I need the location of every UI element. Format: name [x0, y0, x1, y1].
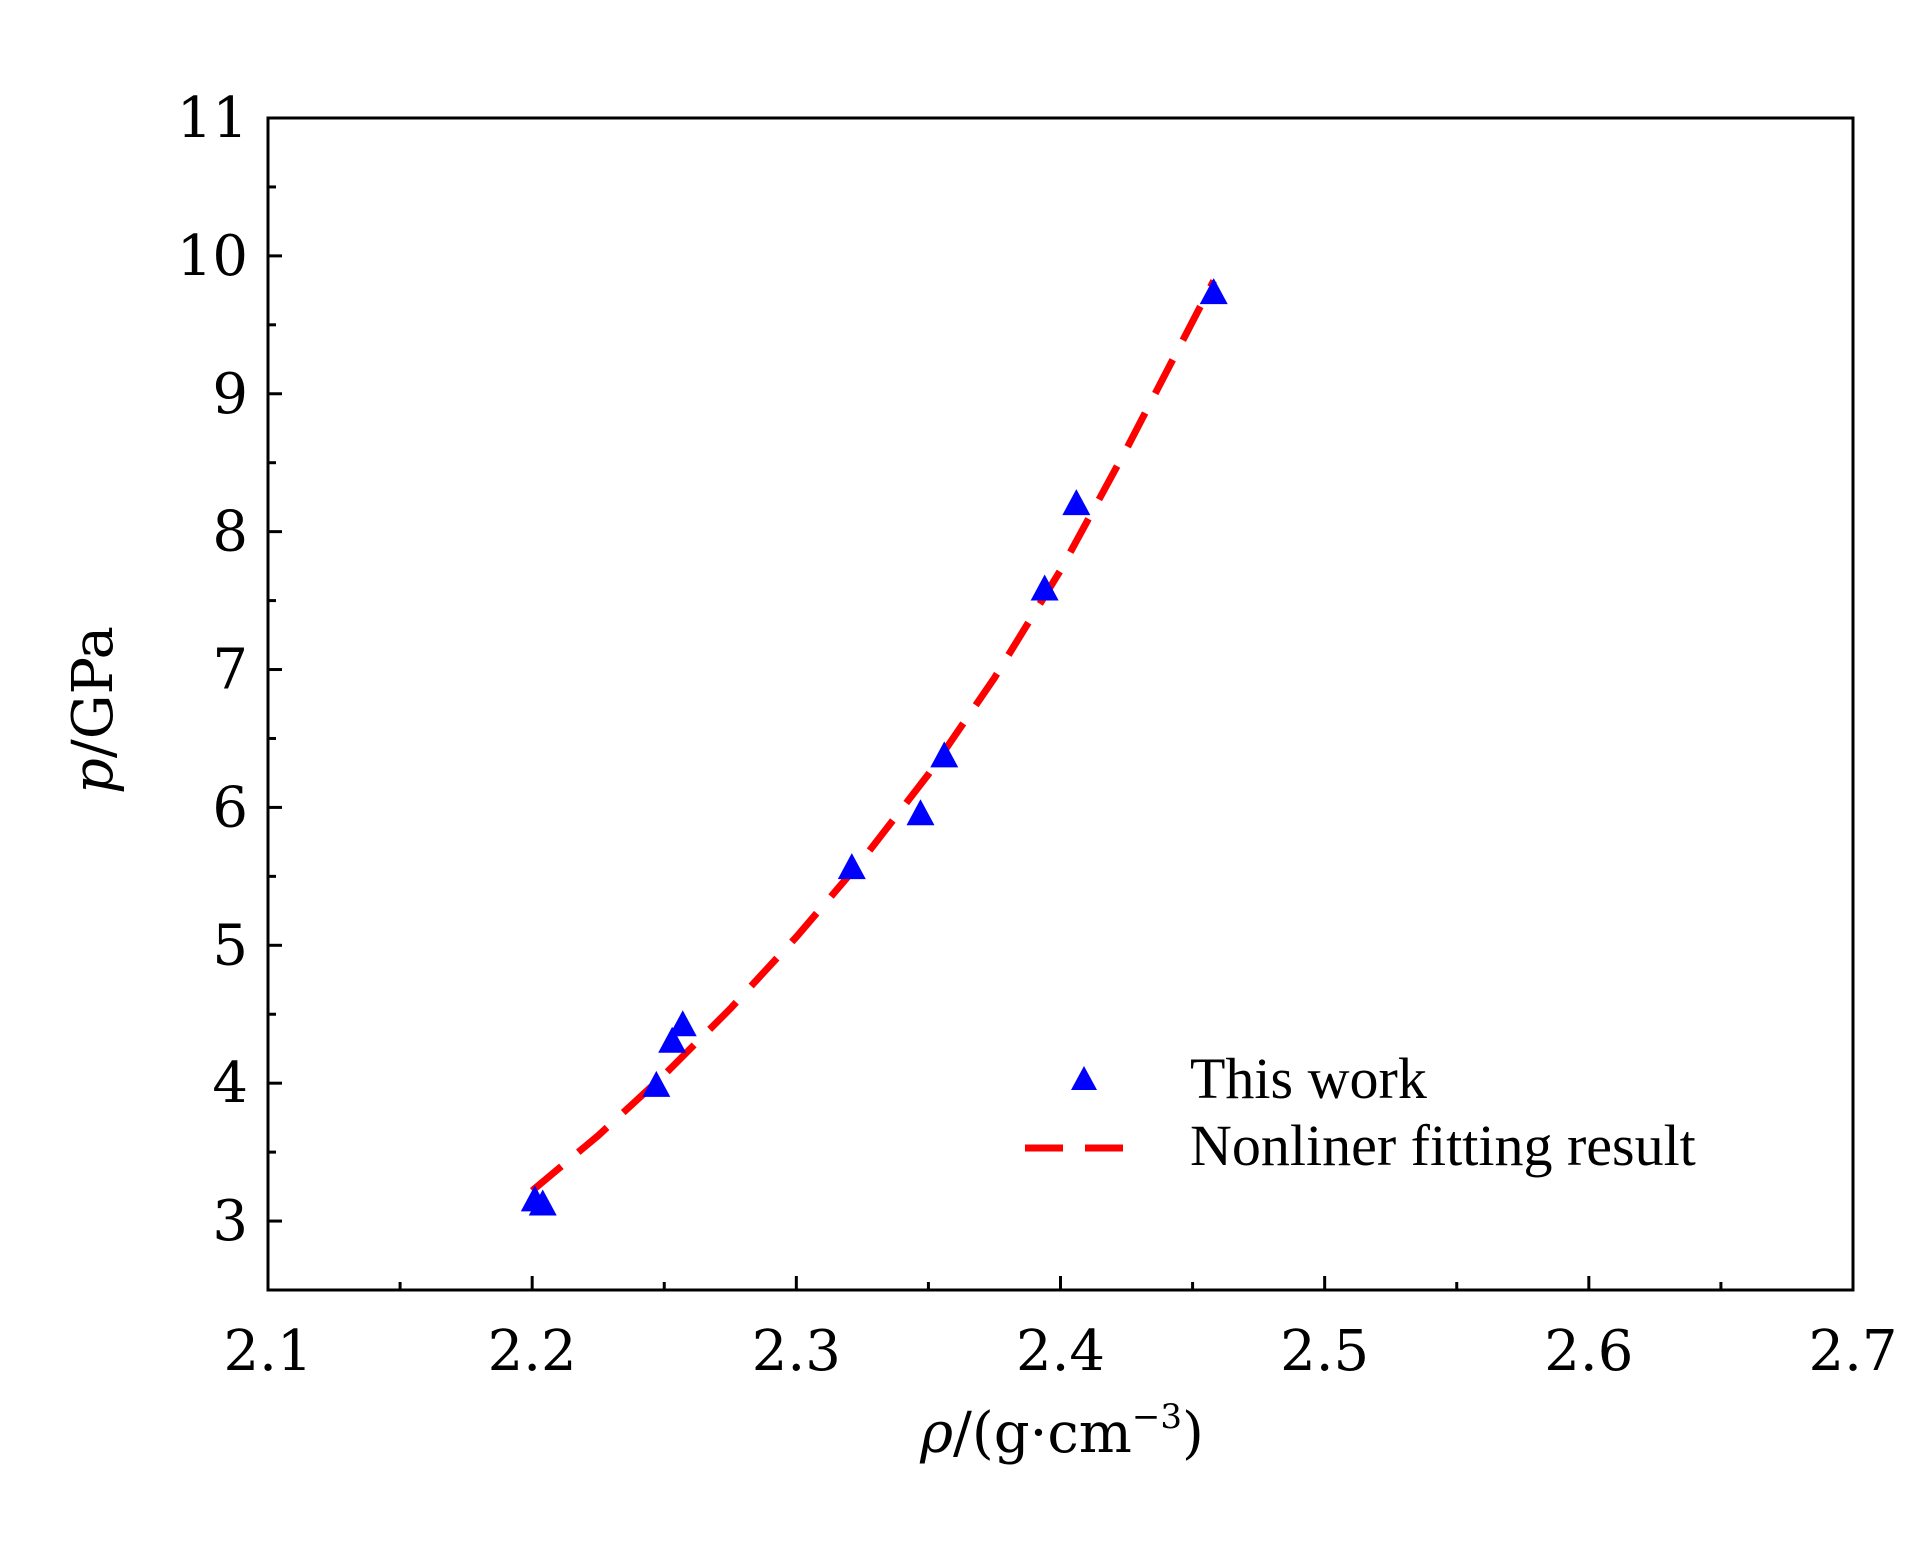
x-tick-label: 2.5 [1280, 1319, 1369, 1384]
y-tick-label: 10 [177, 224, 248, 289]
data-point [1030, 574, 1059, 601]
data-marks [520, 278, 1228, 1216]
data-point [1062, 489, 1091, 516]
x-tick-label: 2.6 [1544, 1319, 1633, 1384]
data-point [837, 853, 866, 880]
y-axis-symbol: p [61, 758, 126, 794]
y-axis-unit: /GPa [61, 626, 126, 758]
x-axis-title: ρ/(g·cm−3) [919, 1397, 1204, 1466]
x-axis-unit-mid: cm [1047, 1401, 1131, 1466]
x-axis-unit-dot: · [1030, 1401, 1048, 1466]
data-point [668, 1010, 697, 1037]
x-tick-label: 2.3 [752, 1319, 841, 1384]
data-point [528, 1189, 557, 1216]
x-axis: 2.1 2.2 2.3 2.4 2.5 2.6 2.7 [223, 1276, 1898, 1384]
x-axis-unit-open: /(g [953, 1401, 1030, 1466]
x-tick-label: 2.2 [488, 1319, 577, 1384]
legend-label-fit: Nonliner fitting result [1190, 1113, 1696, 1178]
legend: This work Nonliner fitting result [1025, 1046, 1696, 1178]
fit-line [529, 279, 1217, 1194]
x-axis-symbol: ρ [919, 1401, 953, 1466]
x-tick-label: 2.7 [1808, 1319, 1897, 1384]
y-axis-title: p/GPa [61, 626, 126, 794]
y-tick-label: 9 [212, 362, 248, 427]
y-tick-label: 7 [212, 638, 248, 703]
data-point [658, 1026, 687, 1053]
y-tick-label: 3 [212, 1189, 248, 1254]
y-tick-label: 11 [177, 86, 248, 151]
y-tick-label: 4 [212, 1051, 248, 1116]
data-point [642, 1070, 671, 1097]
x-tick-label: 2.4 [1016, 1319, 1105, 1384]
data-point [930, 741, 959, 768]
legend-label-this-work: This work [1190, 1046, 1427, 1111]
y-tick-label: 6 [212, 775, 248, 840]
data-point [1199, 278, 1228, 305]
y-tick-label: 5 [212, 913, 248, 978]
legend-marker-this-work [1071, 1066, 1097, 1090]
y-tick-label: 8 [212, 500, 248, 565]
x-axis-unit-exponent: −3 [1132, 1397, 1182, 1437]
x-axis-unit-close: ) [1182, 1401, 1204, 1466]
y-axis: 3 4 5 6 7 8 9 10 11 [177, 86, 282, 1292]
data-point [906, 799, 935, 826]
x-tick-label: 2.1 [223, 1319, 312, 1384]
